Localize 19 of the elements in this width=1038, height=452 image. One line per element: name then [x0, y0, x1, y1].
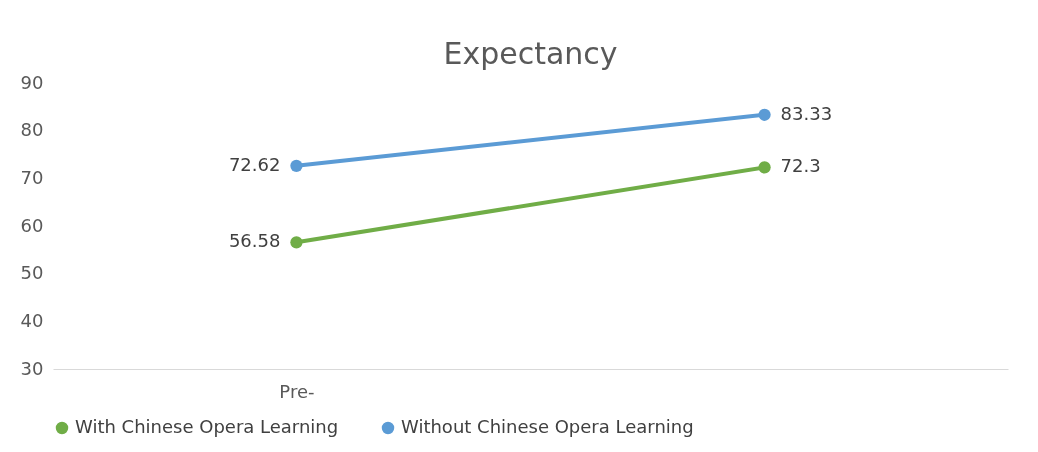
point	[290, 159, 303, 172]
y-tick-label: 50	[20, 262, 44, 284]
data-label: 83.33	[780, 102, 833, 124]
point	[758, 161, 771, 174]
y-tick-label: 60	[20, 214, 44, 236]
legend-label: Without Chinese Opera Learning	[401, 416, 694, 437]
y-tick-label: 70	[20, 166, 44, 188]
point	[290, 236, 303, 249]
y-tick-label: 90	[20, 71, 44, 93]
legend-label: With Chinese Opera Learning	[75, 416, 339, 437]
data-label: 56.58	[228, 230, 281, 252]
y-tick-label: 80	[20, 119, 44, 141]
data-label: 72.62	[228, 153, 281, 175]
x-tick-label: Pre-	[279, 380, 315, 402]
point	[758, 108, 771, 121]
y-tick-label: 30	[20, 357, 44, 379]
y-tick-label: 40	[20, 309, 44, 331]
chart-title: Expectancy	[443, 36, 618, 71]
data-label: 72.3	[780, 155, 821, 177]
